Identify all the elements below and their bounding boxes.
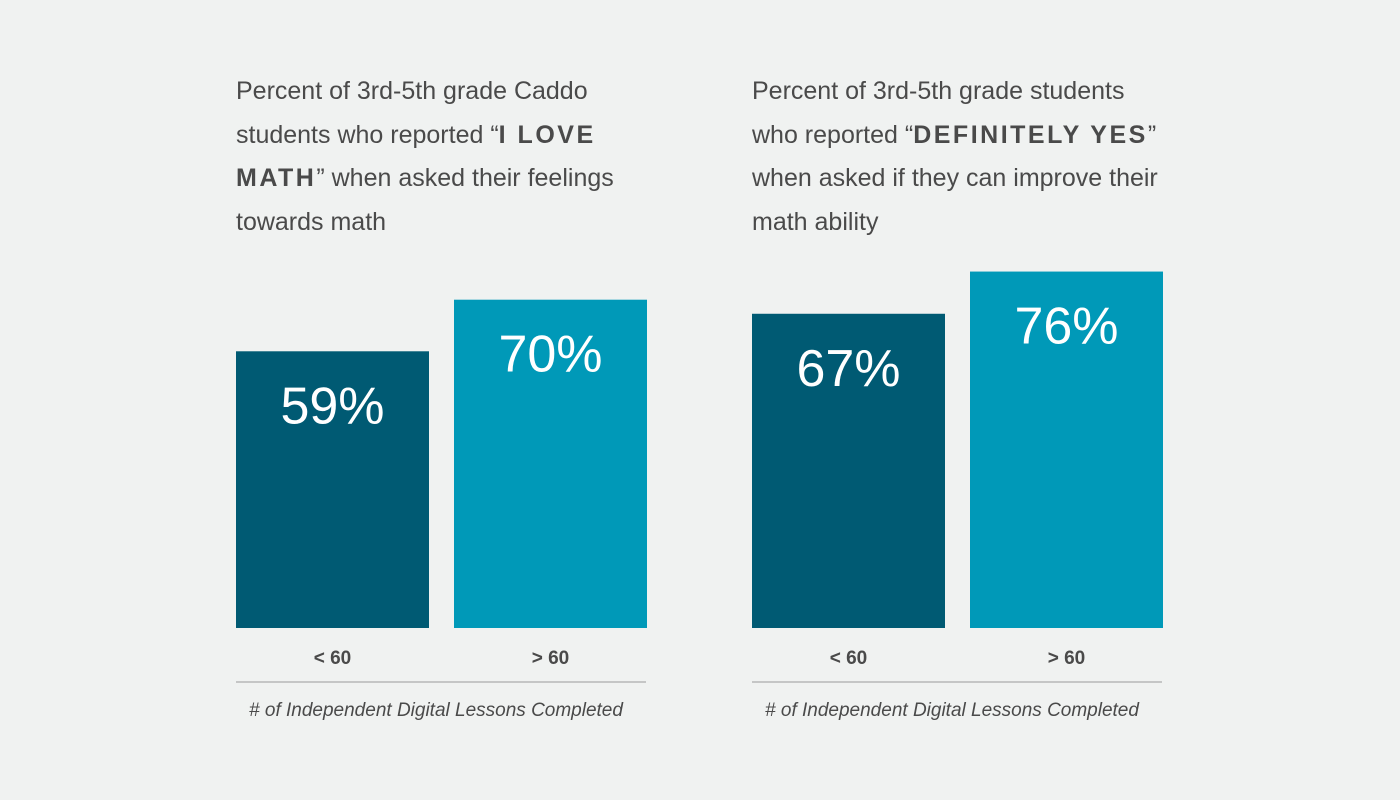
bar [454, 299, 647, 628]
x-axis-label: # of Independent Digital Lessons Complet… [765, 700, 1140, 721]
chart-title-emphasis: I LOVE MATH [236, 120, 596, 193]
bar-value-label: 59% [280, 377, 384, 435]
bar-value-label: 76% [1014, 298, 1118, 356]
chart-title: Percent of 3rd-5th grade students who re… [752, 70, 1172, 244]
chart-title-text-end: ” when asked if they can improve their m… [752, 120, 1158, 236]
bar-value-label: 67% [796, 340, 900, 398]
category-tick-label: < 60 [830, 648, 868, 669]
chart-title-text: Percent of 3rd-5th grade students who re… [752, 77, 1125, 149]
category-tick-label: < 60 [314, 648, 352, 669]
category-tick-label: > 60 [532, 648, 570, 669]
chart-title-emphasis: DEFINITELY YES [913, 120, 1148, 149]
bar [970, 271, 1163, 628]
chart-panel-love-math: Percent of 3rd-5th grade Caddo students … [236, 0, 666, 800]
bar-value-label: 70% [498, 326, 602, 384]
bar-chart: 59% < 60 70% > 60 # of Independent Digital L… [236, 299, 647, 721]
chart-panel-definitely-yes: Percent of 3rd-5th grade students who re… [752, 0, 1182, 800]
chart-title-text-end: ” when asked their feelings towards math [236, 164, 614, 236]
chart-title-text: Percent of 3rd-5th grade Caddo students … [236, 77, 588, 149]
bar [752, 313, 945, 628]
bar [236, 351, 429, 628]
chart-title: Percent of 3rd-5th grade Caddo students … [236, 70, 656, 244]
x-axis-label: # of Independent Digital Lessons Complet… [249, 700, 624, 721]
bar-chart: 67% < 60 76% > 60 # of Independent Digital L… [752, 271, 1163, 721]
category-tick-label: > 60 [1048, 648, 1086, 669]
